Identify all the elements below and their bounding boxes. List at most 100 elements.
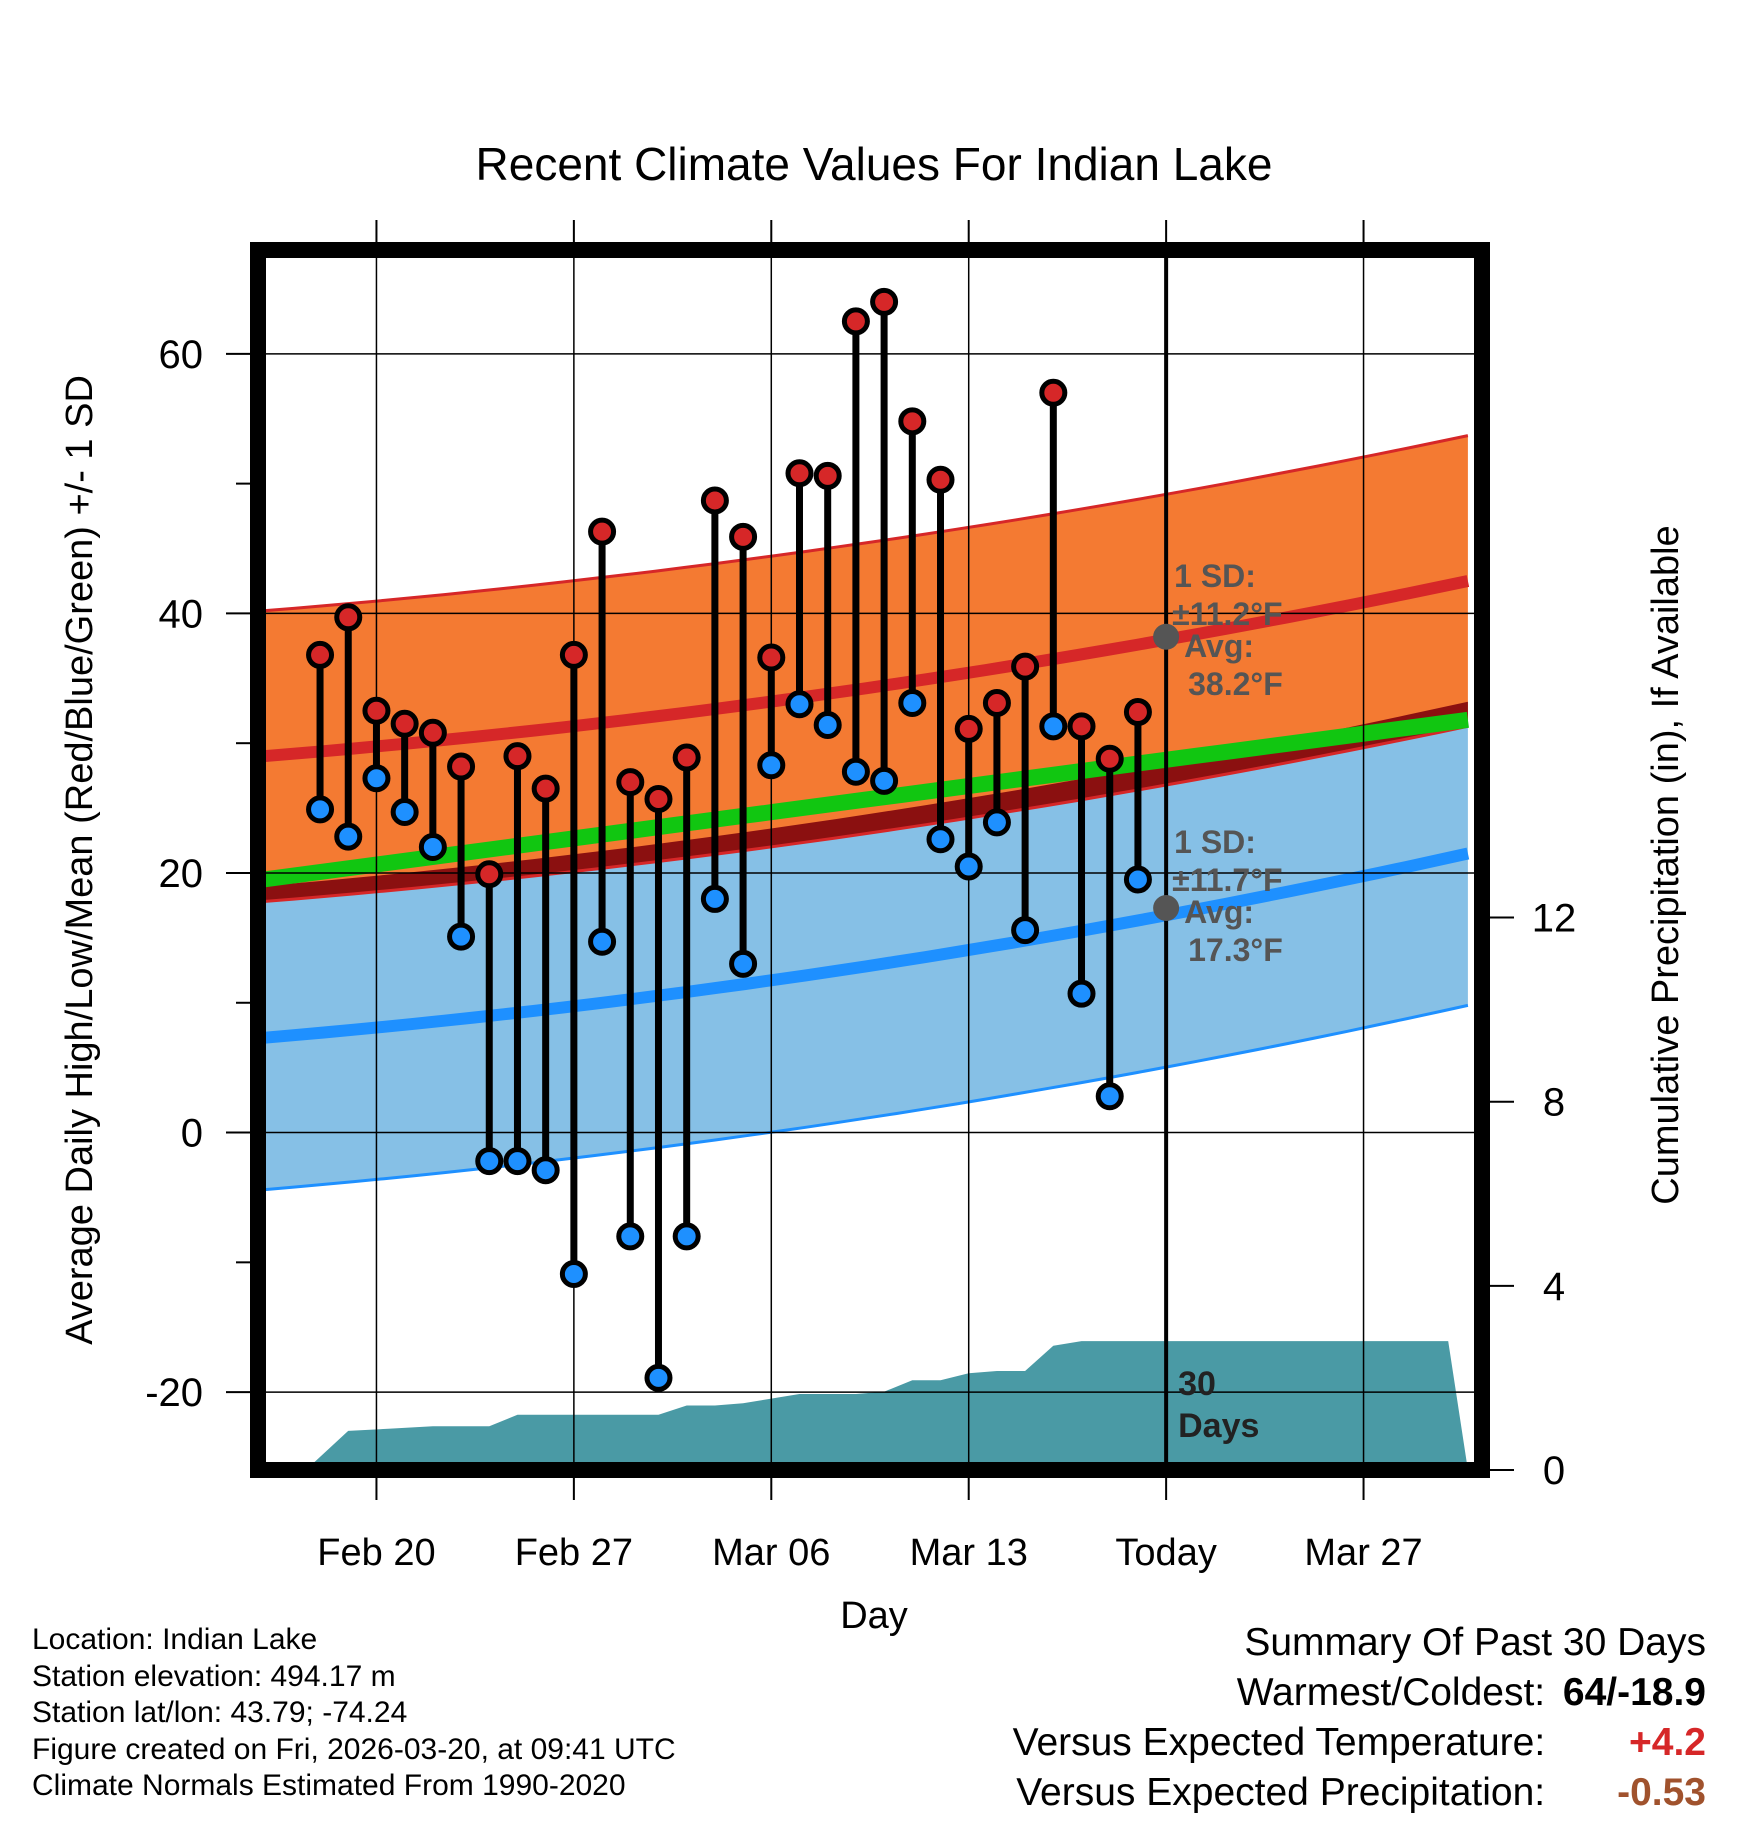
x-tick-label: Mar 13 [910, 1532, 1028, 1574]
station-info: Location: Indian Lake Station elevation:… [32, 1622, 676, 1805]
daily-low-point [982, 808, 1011, 837]
low-sd-lower-edge [263, 1003, 1469, 1192]
daily-low-point [1011, 916, 1040, 945]
daily-high-point [898, 407, 927, 436]
y-tick-label: 20 [159, 852, 204, 896]
y2-axis-label: Cumulative Precipitation (in), If Availa… [1645, 525, 1687, 1204]
location-text: Location: Indian Lake [32, 1623, 318, 1656]
daily-high-point [306, 640, 335, 669]
daily-low-point [362, 764, 391, 793]
daily-high-point [475, 860, 504, 889]
daily-low-point [870, 766, 899, 795]
daily-low-point [1095, 1082, 1124, 1111]
today-normal-low-marker [1153, 895, 1180, 922]
x-tick-label: Mar 27 [1304, 1532, 1422, 1574]
precip-value: -0.53 [1617, 1771, 1706, 1814]
created-text: Figure created on Fri, 2026-03-20, at 09… [32, 1732, 676, 1766]
daily-low-point [757, 751, 786, 780]
y2-tick-label: 8 [1543, 1081, 1565, 1125]
daily-low-point [1067, 979, 1096, 1008]
high-sd-value: ±11.2°F [1172, 596, 1282, 632]
daily-low-point [672, 1222, 701, 1251]
period-label-number: 30 [1178, 1365, 1216, 1403]
x-tick-label: Mar 06 [712, 1532, 830, 1574]
daily-high-point [954, 714, 983, 743]
daily-low-point [418, 833, 447, 862]
daily-high-point [870, 287, 899, 316]
low-avg-label: Avg: [1184, 894, 1254, 930]
sd-overlap-band [263, 701, 1468, 902]
daily-high-point [418, 718, 447, 747]
elevation-text: Station elevation: 494.17 m [32, 1659, 396, 1693]
daily-low-point [785, 690, 814, 719]
daily-high-point [926, 465, 955, 494]
y-tick-label: 60 [159, 333, 204, 377]
low-sd-value: ±11.7°F [1172, 862, 1282, 898]
summary-panel: Summary Of Past 30 Days Warmest/Coldest:… [1013, 1618, 1706, 1818]
y2-tick-label: 0 [1543, 1449, 1565, 1493]
period-label-unit: Days [1178, 1407, 1259, 1445]
y2-tick-label: 4 [1543, 1265, 1565, 1309]
daily-high-point [757, 643, 786, 672]
x-tick-label: Feb 27 [515, 1532, 633, 1574]
daily-high-point [785, 459, 814, 488]
daily-high-point [588, 517, 617, 546]
y2-tick-label: 12 [1532, 897, 1577, 941]
x-tick-label: Today [1115, 1532, 1216, 1574]
daily-high-point [841, 307, 870, 336]
y-axis-label: Average Daily High/Low/Mean (Red/Blue/Gr… [59, 375, 101, 1345]
daily-high-point [503, 742, 532, 771]
chart-title: Recent Climate Values For Indian Lake [476, 138, 1273, 190]
high-avg-label: Avg: [1184, 628, 1254, 664]
normals-text: Climate Normals Estimated From 1990-2020 [32, 1769, 626, 1802]
daily-low-point [841, 757, 870, 786]
latlon-text: Station lat/lon: 43.79; -74.24 [32, 1696, 408, 1729]
low-sd-label: 1 SD: [1174, 824, 1256, 860]
daily-high-point [362, 696, 391, 725]
y-tick-label: -20 [145, 1371, 203, 1415]
daily-low-point [503, 1147, 532, 1176]
high-sd-label: 1 SD: [1174, 558, 1256, 594]
summary-temp-row: Versus Expected Temperature: +4.2 [1013, 1718, 1706, 1768]
today-normal-high-marker [1153, 623, 1180, 650]
daily-high-point [644, 785, 673, 813]
daily-high-point [1095, 744, 1124, 773]
daily-low-point [588, 927, 617, 956]
daily-low-point [729, 949, 758, 978]
x-axis-label: Day [840, 1595, 908, 1637]
daily-low-point [1039, 712, 1068, 741]
daily-low-point [475, 1147, 504, 1176]
daily-low-point [954, 852, 983, 881]
daily-high-point [1123, 698, 1152, 727]
daily-high-point [672, 743, 701, 772]
daily-low-point [559, 1260, 588, 1289]
daily-low-point [306, 795, 335, 824]
summary-warmest-row: Warmest/Coldest: 64/-18.9 [1013, 1668, 1706, 1718]
precip-label: Versus Expected Precipitation: [1016, 1771, 1546, 1814]
x-tick-label: Feb 20 [317, 1532, 435, 1574]
temp-value: +4.2 [1629, 1721, 1706, 1764]
daily-low-point [926, 825, 955, 854]
daily-low-point [334, 822, 363, 851]
daily-low-point [644, 1363, 673, 1392]
y-tick-label: 40 [159, 592, 204, 636]
daily-low-point [1123, 865, 1152, 894]
daily-low-point [898, 688, 927, 717]
daily-high-point [447, 752, 476, 781]
daily-low-point [700, 884, 729, 913]
daily-high-point [531, 774, 560, 803]
daily-high-point [1067, 712, 1096, 741]
daily-low-point [813, 711, 842, 740]
daily-high-point [729, 522, 758, 551]
daily-high-point [700, 486, 729, 515]
high-avg-value: 38.2°F [1188, 666, 1283, 702]
daily-low-point [390, 797, 419, 826]
warmest-label: Warmest/Coldest: [1236, 1671, 1546, 1714]
y-tick-label: 0 [181, 1112, 203, 1156]
daily-low-point [531, 1156, 560, 1185]
daily-high-point [559, 640, 588, 669]
daily-high-point [390, 709, 419, 738]
precipitation-area [305, 1341, 1468, 1470]
daily-low-point [447, 922, 476, 951]
